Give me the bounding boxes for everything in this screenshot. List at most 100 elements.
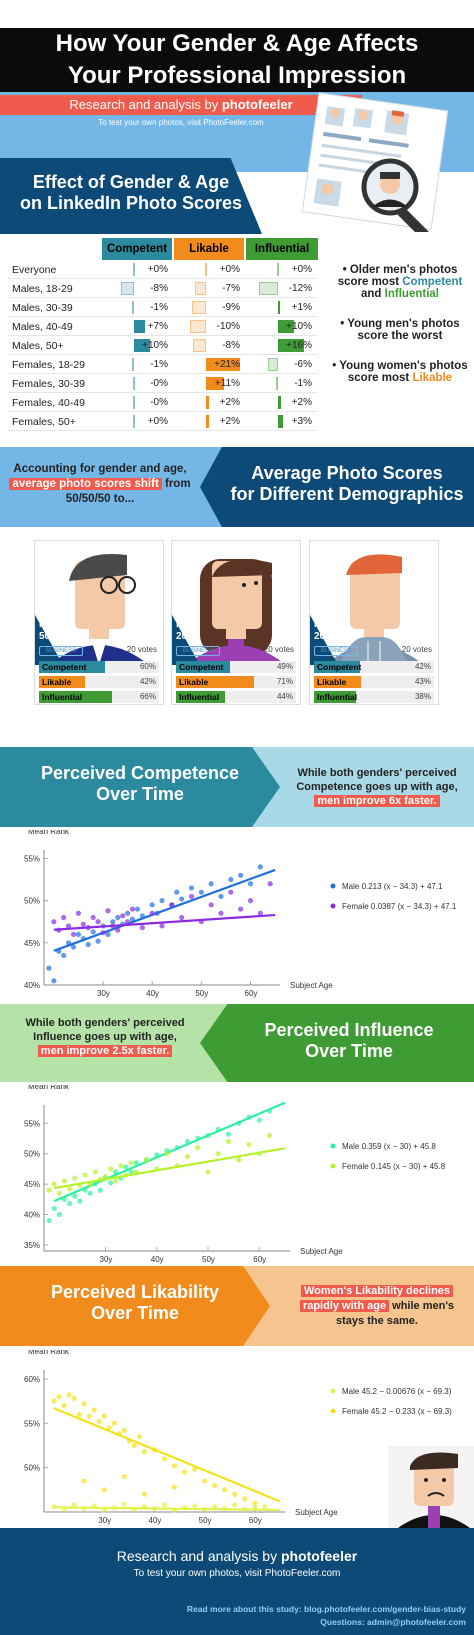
cell-value: -1%	[150, 359, 168, 370]
x-axis-label: Subject Age	[290, 981, 333, 990]
col-competent: Competent	[102, 238, 172, 260]
x-tick-label: 50y	[195, 989, 208, 998]
likability-note: Women's Likability declines rapidly with…	[280, 1284, 474, 1329]
trend-line	[53, 868, 276, 952]
data-point	[124, 919, 131, 925]
x-tick-label: 60y	[253, 1255, 266, 1264]
data-point	[105, 908, 111, 914]
cell-i: -12%	[246, 279, 316, 298]
row-label: Males, 40-49	[12, 321, 73, 333]
cell-i: -6%	[246, 355, 316, 374]
legend-marker	[330, 1143, 336, 1149]
data-point	[225, 1138, 232, 1145]
value-bar	[278, 301, 280, 314]
bullet1-text: • Older men's photos score most	[337, 264, 458, 288]
value-bar	[193, 339, 206, 352]
category-badge: BUSINESS	[176, 646, 220, 656]
likability-note-highlight1: Women's Likability declines	[300, 1285, 454, 1297]
cell-c: +0%	[102, 412, 172, 431]
data-point	[222, 1487, 228, 1493]
data-point	[51, 1205, 57, 1212]
cell-value: -0%	[150, 378, 168, 389]
table-row: Females, 50+ +0% +2% +3%	[8, 412, 318, 431]
section1-header: Effect of Gender & Age on LinkedIn Photo…	[0, 158, 262, 234]
data-point	[100, 930, 106, 936]
influence-note-line1: While both genders' perceived	[25, 1017, 185, 1029]
votes-count: 20 votes	[126, 645, 157, 654]
data-point	[179, 914, 185, 921]
cell-value: +7%	[147, 321, 168, 332]
cell-value: -1%	[294, 378, 312, 389]
data-point	[101, 1413, 107, 1419]
data-point	[121, 1473, 127, 1480]
data-point	[90, 929, 96, 935]
cell-value: -12%	[288, 283, 312, 294]
data-point	[97, 1187, 103, 1193]
footer-read-more[interactable]: Read more about this study: blog.photofe…	[186, 1604, 466, 1614]
left-note-line1: Accounting for gender and age,	[13, 463, 187, 475]
table-row: Everyone +0% +0% +0%	[8, 260, 318, 279]
data-point	[181, 1469, 188, 1475]
data-point	[141, 1449, 148, 1455]
footer-questions[interactable]: Questions: admin@photofeeler.com	[320, 1617, 466, 1627]
trend-line	[53, 913, 276, 931]
legend-marker	[330, 903, 336, 909]
y-tick-label: 50%	[24, 1464, 40, 1473]
data-point	[133, 1160, 139, 1166]
likability-title-line2: Over Time	[91, 1303, 179, 1323]
data-point	[252, 1500, 258, 1506]
data-point	[46, 965, 52, 971]
data-point	[65, 923, 72, 929]
col-likable: Likable	[174, 238, 244, 260]
data-point	[121, 1427, 127, 1433]
category-badge: BUSINESS	[314, 646, 358, 656]
brand-name: photofeeler	[221, 97, 293, 112]
score-bar-fill: Influential	[39, 691, 112, 703]
left-note-line2: average photo scores shift from	[0, 477, 200, 492]
cell-c: -0%	[102, 393, 172, 412]
data-point	[218, 893, 224, 900]
bullet-older-men: • Older men's photos score most Competen…	[330, 264, 470, 300]
data-point	[70, 944, 77, 950]
data-point	[129, 906, 136, 912]
y-tick-label: 45%	[24, 939, 40, 948]
value-bar	[134, 339, 150, 352]
data-point	[161, 1456, 168, 1462]
row-label: Females, 18-29	[12, 359, 85, 371]
x-tick-label: 40y	[151, 1255, 164, 1264]
demographic-card: M, 50s BUSINESS 20 votes Competent 60% Likable…	[34, 540, 164, 705]
data-point	[192, 1503, 198, 1509]
legend-entry: Male 0.359 (x − 30) + 45.8	[342, 1142, 436, 1151]
data-point	[90, 914, 96, 921]
resume-magnifier-icon	[301, 92, 449, 232]
legend-entry: Female 45.2 − 0.233 (x − 69.3)	[342, 1407, 452, 1416]
likability-note-rest1: while men's	[392, 1300, 455, 1312]
data-point	[106, 1425, 112, 1431]
footer-byline: Research and analysis by photofeeler	[0, 1548, 474, 1564]
data-point	[46, 1187, 52, 1193]
influence-note: While both genders' perceived Influence …	[0, 1016, 210, 1058]
score-bar-competent: Competent 42%	[314, 661, 434, 673]
footer-brand: photofeeler	[280, 1548, 358, 1564]
cell-l: -9%	[174, 298, 244, 317]
data-point	[134, 906, 141, 912]
data-point	[87, 1190, 93, 1196]
section1-title-line1: Effect of Gender & Age	[32, 172, 230, 192]
cell-c: -0%	[102, 374, 172, 393]
legend-marker	[330, 1388, 336, 1394]
bullet3-likable: Likable	[412, 372, 453, 384]
trend-line	[54, 1506, 280, 1512]
score-value: 44%	[276, 692, 293, 701]
data-point	[236, 1157, 242, 1163]
data-point	[92, 1169, 98, 1175]
data-point	[171, 1484, 178, 1490]
section2-title-box: Average Photo Scores for Different Demog…	[200, 447, 474, 527]
demo-tag-line2: 50s	[39, 631, 56, 642]
data-point	[256, 1117, 262, 1123]
cell-l: -10%	[174, 317, 244, 336]
cell-value: +0%	[147, 264, 168, 275]
score-value: 71%	[276, 677, 293, 686]
score-bar-fill: Likable	[314, 676, 362, 688]
row-label: Females, 40-49	[12, 397, 85, 409]
data-point	[95, 938, 101, 944]
